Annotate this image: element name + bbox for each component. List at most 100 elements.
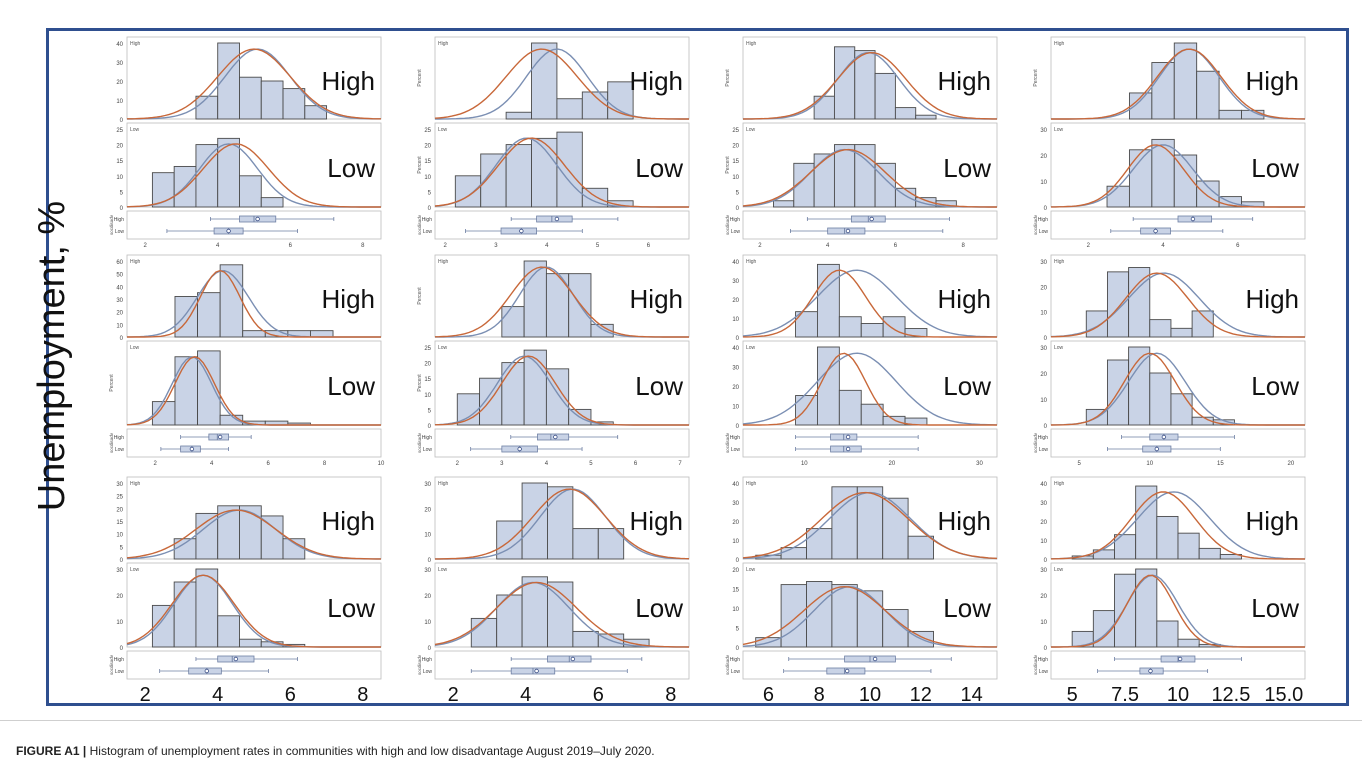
- histogram-grid: Aug.192468High403020100HighLow2520151050…: [109, 36, 1306, 703]
- kernel-density-curve: [1050, 352, 1305, 426]
- small-group-tag: Low: [746, 127, 756, 133]
- boxplot-area: [742, 210, 998, 240]
- histogram-bar: [1196, 180, 1220, 208]
- histogram-bar: [1177, 638, 1200, 648]
- small-x-tick-label: 4: [216, 243, 220, 249]
- box-group-label: Low: [1039, 229, 1049, 235]
- high-label: High: [322, 506, 375, 536]
- y-tick-label: 10: [116, 99, 123, 105]
- box-group-label: Low: [115, 669, 125, 675]
- small-group-tag: High: [438, 41, 449, 47]
- x-tick-label: 7.5: [1111, 684, 1139, 703]
- histogram-bar: [260, 515, 284, 560]
- kernel-density-curve: [1050, 272, 1305, 338]
- x-tick-label: 4: [520, 684, 531, 703]
- box-group-label: Low: [423, 447, 433, 453]
- percent-axis-label: Percent: [725, 69, 731, 87]
- boxplot-panel: socdisadv High Low: [1033, 210, 1306, 240]
- y-tick-label: 30: [424, 482, 431, 488]
- histogram-bar: [239, 175, 262, 208]
- y-tick-label: 30: [116, 61, 123, 67]
- y-axis-label-container: Unemployment, %: [31, 201, 73, 511]
- caption-area: FIGURE A1 | Histogram of unemployment ra…: [0, 720, 1362, 780]
- socdisadv-axis-label: socdisadv: [1033, 214, 1038, 235]
- histogram-bar: [1170, 327, 1193, 338]
- boxplot-panel: socdisadv High Low: [109, 428, 382, 458]
- histogram-bar: [242, 330, 266, 338]
- small-group-tag: Low: [1054, 567, 1064, 573]
- small-group-tag: High: [746, 259, 757, 265]
- y-tick-label: 20: [424, 507, 431, 513]
- percent-axis-label: Percent: [417, 69, 423, 87]
- histogram-bar: [1219, 553, 1242, 560]
- x-tick-label: 2: [448, 684, 459, 703]
- histogram-bar: [838, 316, 862, 338]
- normal-curve: [435, 488, 690, 560]
- y-tick-label: 10: [424, 620, 431, 626]
- y-tick-label: 20: [424, 144, 431, 150]
- y-tick-label: 20: [424, 594, 431, 600]
- x-tick-label: 2: [140, 684, 151, 703]
- boxplot-area: [742, 650, 998, 680]
- histogram-bar: [915, 114, 937, 120]
- histogram-bar: [860, 323, 884, 338]
- histogram-bar: [882, 415, 906, 426]
- low-label: Low: [635, 371, 683, 401]
- histogram-bar: [309, 330, 334, 338]
- small-x-tick-label: 2: [456, 461, 460, 467]
- high-label: High: [630, 66, 683, 96]
- x-tick-label: 10: [859, 684, 881, 703]
- y-tick-label: 10: [1040, 398, 1047, 404]
- high-label: High: [938, 506, 991, 536]
- small-x-tick-label: 6: [894, 243, 898, 249]
- x-tick-label: 14: [960, 684, 982, 703]
- histogram-bar: [1149, 372, 1172, 426]
- histogram-bar: [556, 131, 583, 208]
- high-label: High: [322, 284, 375, 314]
- y-tick-label: 20: [1040, 372, 1047, 378]
- y-tick-label: 50: [116, 273, 123, 279]
- small-group-tag: High: [130, 259, 141, 265]
- box-mean-marker: [1190, 216, 1196, 222]
- y-tick-label: 0: [120, 558, 124, 564]
- y-tick-label: 40: [116, 285, 123, 291]
- y-tick-label: 30: [732, 279, 739, 285]
- histogram-bar: [1156, 515, 1179, 560]
- small-x-tick-label: 2: [154, 461, 158, 467]
- y-tick-label: 0: [120, 336, 124, 342]
- small-x-tick-label: 5: [1078, 461, 1082, 467]
- histogram-bar: [813, 95, 835, 120]
- small-group-tag: Low: [1054, 345, 1064, 351]
- high-label: High: [630, 284, 683, 314]
- small-x-tick-label: 2: [1087, 243, 1091, 249]
- histogram-bar: [904, 328, 928, 338]
- small-group-tag: High: [1054, 41, 1065, 47]
- histogram-bar: [780, 547, 807, 560]
- small-x-tick-label: 10: [801, 461, 808, 467]
- x-tick-label: 6: [763, 684, 774, 703]
- kernel-density-curve: [127, 48, 381, 120]
- y-tick-label: 20: [732, 385, 739, 391]
- histogram-bar: [197, 292, 221, 338]
- histogram-bar: [572, 630, 599, 648]
- y-tick-label: 40: [732, 346, 739, 352]
- histogram-bar: [572, 528, 599, 560]
- x-tick-label: 12.5: [1211, 684, 1250, 703]
- high-label: High: [322, 66, 375, 96]
- y-tick-label: 5: [428, 408, 432, 414]
- low-label: Low: [943, 371, 991, 401]
- kernel-density-curve: [126, 356, 381, 426]
- kernel-density-curve: [434, 266, 689, 338]
- y-tick-label: 10: [424, 533, 431, 539]
- y-tick-label: 0: [736, 206, 740, 212]
- low-panel: Low 30 20 10 0 Low: [1040, 562, 1306, 652]
- y-tick-label: 0: [736, 336, 740, 342]
- y-tick-label: 30: [732, 366, 739, 372]
- histogram-bar: [1170, 393, 1193, 426]
- x-tick-label: 5: [1067, 684, 1078, 703]
- low-panel: Low 30 20 10 0 Low: [424, 562, 690, 652]
- y-tick-label: 0: [120, 118, 124, 124]
- y-tick-label: 10: [424, 175, 431, 181]
- histogram-bar: [854, 50, 876, 120]
- socdisadv-axis-label: socdisadv: [417, 654, 422, 675]
